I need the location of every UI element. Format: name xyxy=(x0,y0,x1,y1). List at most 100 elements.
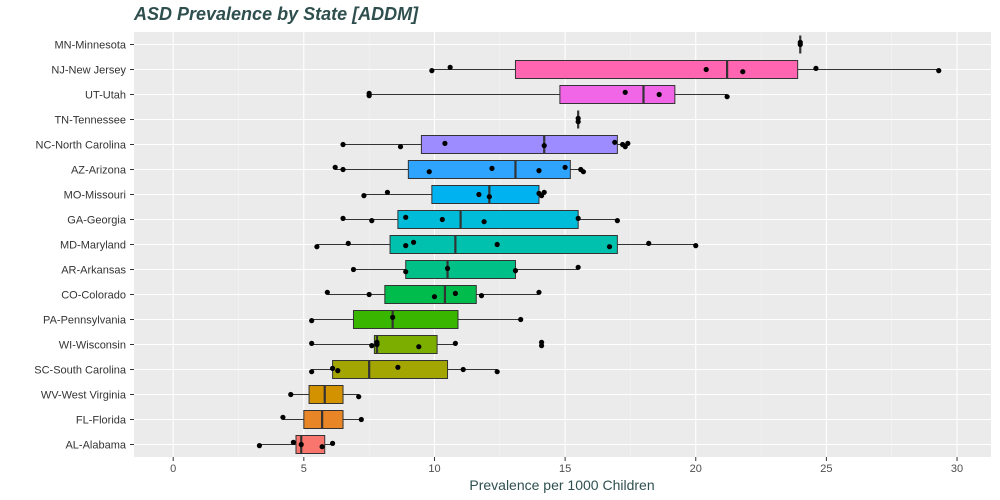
data-point xyxy=(494,369,500,375)
data-point xyxy=(309,369,315,375)
data-point xyxy=(460,366,466,373)
y-tick-label: AL-Alabama xyxy=(65,440,126,452)
data-points xyxy=(256,39,942,450)
data-point xyxy=(340,215,346,221)
data-point xyxy=(575,264,581,270)
data-point xyxy=(319,444,325,450)
data-point xyxy=(447,64,453,70)
y-tick-label: FL-Florida xyxy=(76,415,127,427)
y-tick-label: TN-Tennessee xyxy=(54,115,126,127)
box xyxy=(397,210,579,229)
data-point xyxy=(622,89,628,95)
y-tick-label: AZ-Arizona xyxy=(71,165,127,177)
data-point xyxy=(350,266,357,273)
y-tick-label: NJ-New Jersey xyxy=(51,65,126,77)
data-point xyxy=(410,239,417,245)
box xyxy=(514,60,799,79)
data-point xyxy=(256,443,263,449)
data-point xyxy=(936,68,942,74)
data-point xyxy=(332,164,338,170)
y-tick-label: AR-Arkansas xyxy=(61,265,126,277)
data-point xyxy=(452,340,458,346)
data-point xyxy=(374,341,380,348)
x-tick-label: 25 xyxy=(820,463,832,475)
box xyxy=(295,435,326,454)
data-point xyxy=(538,339,545,345)
data-point xyxy=(541,189,547,195)
box xyxy=(389,235,618,254)
data-point xyxy=(369,343,375,349)
y-tick-label: UT-Utah xyxy=(85,90,126,102)
data-point xyxy=(606,244,613,250)
box xyxy=(352,310,459,329)
data-point xyxy=(397,144,404,150)
data-point xyxy=(439,216,445,223)
data-point xyxy=(724,94,730,100)
data-point xyxy=(486,194,492,200)
box xyxy=(431,185,540,204)
x-tick-label: 30 xyxy=(951,463,963,475)
data-point xyxy=(345,240,351,246)
box xyxy=(405,260,516,279)
box xyxy=(373,335,438,354)
data-point xyxy=(288,391,294,398)
data-point xyxy=(431,294,438,300)
data-point xyxy=(340,141,346,148)
box xyxy=(303,410,344,429)
data-point xyxy=(356,394,362,400)
x-tick-label: 0 xyxy=(170,463,176,475)
y-tick-label: PA-Pennsylvania xyxy=(43,315,127,327)
data-point xyxy=(575,215,581,221)
data-point xyxy=(797,41,803,48)
data-point xyxy=(290,439,296,445)
data-point xyxy=(444,265,451,271)
data-point xyxy=(580,169,587,175)
data-point xyxy=(489,165,495,171)
y-tick-label: MN-Minnesota xyxy=(54,40,126,52)
data-point xyxy=(309,318,315,324)
box xyxy=(407,160,571,179)
data-point xyxy=(429,68,435,74)
box xyxy=(332,360,449,379)
data-point xyxy=(612,139,618,145)
data-point xyxy=(478,293,485,299)
box xyxy=(420,135,618,154)
x-axis-labels: 0 5 10 15 20 25 30 xyxy=(170,457,963,475)
data-point xyxy=(366,291,372,298)
data-point xyxy=(512,268,519,274)
data-point xyxy=(541,143,547,149)
y-axis-labels: MN-Minnesota NJ-New Jersey UT-Utah TN-Tenne… xyxy=(34,40,134,452)
data-point xyxy=(403,243,409,249)
y-tick-label: SC-South Carolina xyxy=(34,365,127,377)
data-point xyxy=(403,269,409,275)
data-point xyxy=(366,93,372,99)
data-point xyxy=(340,166,346,173)
y-tick-label: WV-West Virginia xyxy=(41,390,127,402)
data-point xyxy=(329,440,336,446)
data-point xyxy=(813,65,819,71)
data-point xyxy=(324,289,330,295)
data-point xyxy=(518,316,524,323)
data-point xyxy=(309,340,315,346)
data-point xyxy=(494,241,500,248)
data-point xyxy=(575,115,581,121)
data-point xyxy=(416,344,422,350)
data-point xyxy=(693,243,699,249)
data-point xyxy=(614,218,620,224)
data-point xyxy=(403,214,409,220)
data-point xyxy=(298,441,304,448)
data-point xyxy=(335,368,341,374)
data-point xyxy=(625,140,631,146)
data-point xyxy=(562,164,568,170)
data-point xyxy=(481,219,487,225)
data-point xyxy=(358,416,364,423)
data-point xyxy=(329,365,336,371)
x-tick-label: 15 xyxy=(559,463,571,475)
data-point xyxy=(452,290,458,296)
data-point xyxy=(656,91,662,98)
data-point xyxy=(536,168,542,174)
y-tick-label: GA-Georgia xyxy=(67,215,127,227)
x-tick-label: 5 xyxy=(301,463,307,475)
data-point xyxy=(390,314,396,320)
